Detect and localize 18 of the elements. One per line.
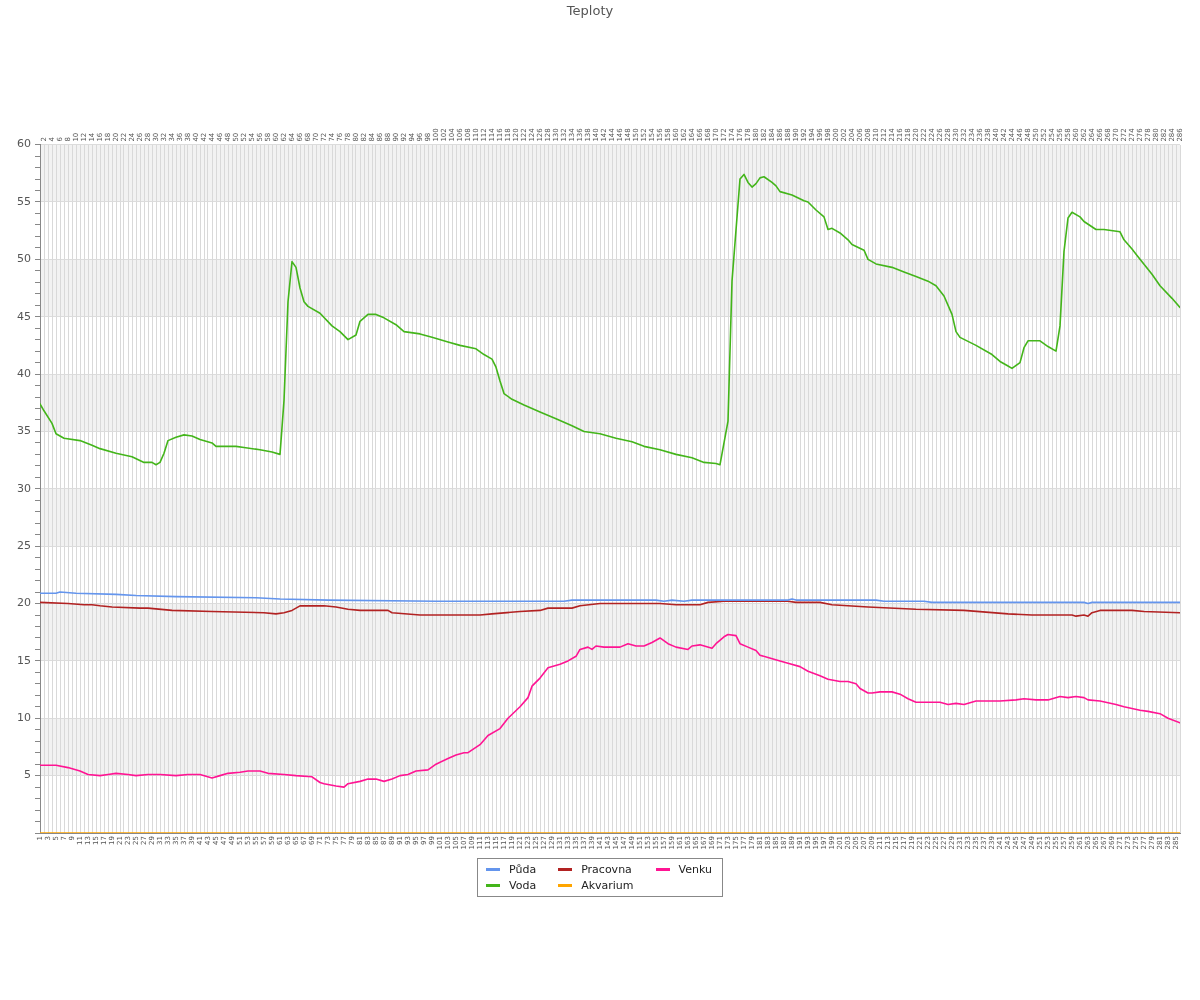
y-tick-label: 40: [17, 366, 31, 380]
legend-label: Venku: [678, 863, 712, 876]
y-tick-label: 50: [17, 252, 31, 266]
legend-label: Pracovna: [581, 863, 632, 876]
y-tick-label: 35: [17, 424, 31, 438]
legend-label: Voda: [509, 879, 537, 892]
y-tick-label: 20: [17, 596, 31, 610]
y-tick-label: 25: [17, 539, 31, 553]
y-tick-label: 45: [17, 309, 31, 323]
y-tick-label: 55: [17, 194, 31, 208]
y-tick-label: 5: [24, 768, 31, 782]
y-tick-label: 15: [17, 653, 31, 667]
y-tick-label: 30: [17, 481, 31, 495]
y-tick-label: 60: [17, 137, 31, 151]
chart-title: Teploty: [565, 3, 614, 19]
legend-label: Půda: [509, 863, 537, 876]
legend-label: Akvarium: [581, 879, 634, 892]
y-tick-label: 10: [17, 711, 31, 725]
